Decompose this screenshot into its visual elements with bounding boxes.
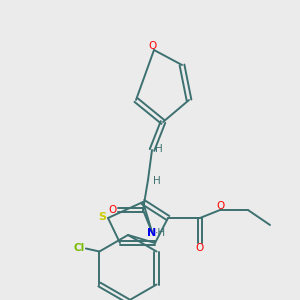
Text: ·H: ·H <box>155 229 166 238</box>
Text: H: H <box>155 143 163 154</box>
Text: O: O <box>196 243 204 254</box>
Text: N: N <box>147 229 156 238</box>
Text: O: O <box>109 205 117 215</box>
Text: H: H <box>152 176 160 187</box>
Text: S: S <box>98 212 106 221</box>
Text: O: O <box>217 201 225 211</box>
Text: O: O <box>148 41 157 51</box>
Text: Cl: Cl <box>74 243 85 253</box>
